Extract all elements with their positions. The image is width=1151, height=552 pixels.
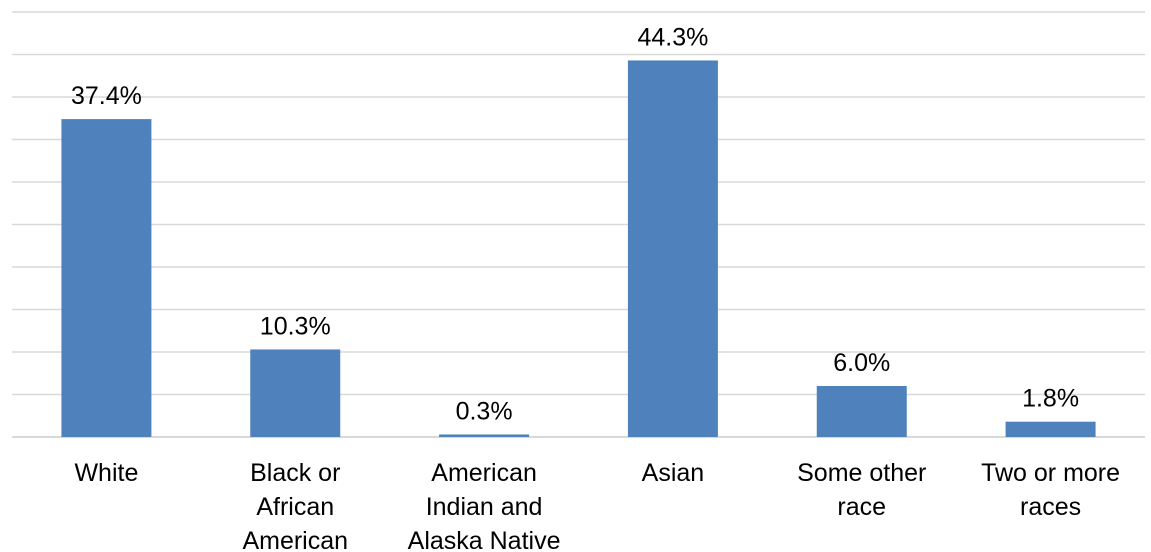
bar [439, 434, 530, 437]
category-label: American Indian and Alaska Native [408, 459, 561, 552]
data-label: 0.3% [456, 397, 513, 425]
data-label: 10.3% [260, 312, 331, 340]
category-label: Black or African American [242, 459, 348, 552]
gridlines [12, 11, 1145, 438]
bar [816, 386, 907, 437]
category-label-line: Two or more [981, 459, 1120, 487]
category-label: White [74, 459, 138, 487]
data-labels: 37.4% 10.3% 0.3% 44.3% 6.0% 1.8% [71, 23, 1079, 425]
category-label-line: African [256, 493, 334, 521]
data-label: 44.3% [637, 23, 708, 51]
category-label-line: Some other [797, 459, 926, 487]
category-label: Asian [642, 459, 705, 487]
bar [1005, 421, 1096, 437]
category-label: Two or more races [981, 459, 1120, 521]
category-label-line: American [242, 527, 348, 552]
category-label-line: Black or [250, 459, 340, 487]
bar [627, 60, 718, 437]
bars [61, 60, 1096, 437]
data-label: 6.0% [833, 349, 890, 377]
bar [61, 119, 152, 437]
category-label-line: races [1020, 493, 1081, 521]
category-label: Some other race [797, 459, 926, 521]
category-label-line: American [431, 459, 537, 487]
category-label-line: Indian and [426, 493, 543, 521]
data-label: 37.4% [71, 82, 142, 110]
category-labels: White Black or African American American Indi… [74, 459, 1120, 552]
data-label: 1.8% [1022, 385, 1079, 413]
category-label-line: Alaska Native [408, 527, 561, 552]
category-label-line: White [74, 459, 138, 487]
bar [250, 349, 341, 437]
category-label-line: Asian [642, 459, 705, 487]
category-label-line: race [837, 493, 886, 521]
